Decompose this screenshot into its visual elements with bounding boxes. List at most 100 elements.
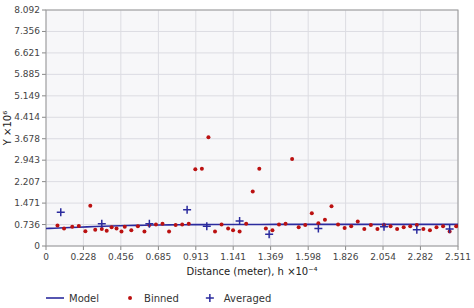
point [435,225,439,229]
point [454,224,458,228]
x-tick [458,246,459,250]
point [236,217,244,225]
x-tick [420,246,421,250]
y-tick [42,138,46,139]
x-tick [195,246,196,250]
point [265,230,273,238]
point [98,220,106,228]
point [362,227,366,231]
y-tick-label: 2.207 [14,177,40,187]
grid [46,10,458,246]
x-grid-line [120,10,121,246]
point [446,225,454,233]
x-tick-label: 1.369 [258,252,284,262]
y-tick [42,160,46,161]
point [180,222,184,226]
point [251,189,255,193]
point [70,225,74,229]
point [277,222,281,226]
y-tick [42,117,46,118]
legend-label: Averaged [224,293,271,304]
point [314,225,322,233]
y-tick-label: 1.471 [14,198,40,208]
legend: ModelBinnedAveraged [46,293,271,304]
y-tick [42,224,46,225]
point [303,223,307,227]
x-tick-label: 1.598 [295,252,321,262]
point [329,204,333,208]
y-tick-label: 7.356 [14,26,40,36]
y-tick-label: 8.092 [14,5,40,15]
point [206,135,210,139]
plot-frame [46,10,458,246]
point [231,228,235,232]
point [428,228,432,232]
y-grid-line [46,203,458,204]
point [136,224,140,228]
y-tick [42,52,46,53]
x-grid-line [83,10,84,246]
x-tick [233,246,234,250]
point [323,218,327,222]
x-grid-line [158,10,159,246]
chart: 00.2280.4560.6850.9131.1411.3691.5981.82… [0,0,474,308]
x-axis-label: Distance (meter), h ×10⁻⁴ [186,266,317,277]
point [55,224,59,228]
x-tick-label: 2.282 [408,252,434,262]
x-grid-line [308,10,309,246]
point [160,222,164,226]
y-tick-label: 2.943 [14,155,40,165]
x-grid-line [420,10,421,246]
x-tick-label: 1.826 [333,252,359,262]
y-tick-label: 0 [34,241,40,251]
x-tick-label: 1.141 [220,252,246,262]
point [62,227,66,231]
y-tick-label: 5.885 [14,69,40,79]
point [270,228,274,232]
point [264,227,268,231]
x-tick-label: 2.054 [370,252,396,262]
point [105,229,109,233]
point [257,167,261,171]
point [129,228,133,232]
point [369,223,373,227]
point [284,222,288,226]
legend-swatch [128,296,132,300]
x-grid-line [345,10,346,246]
point [83,229,87,233]
point [174,223,178,227]
y-grid-line [46,74,458,75]
x-tick-label: 0.913 [183,252,209,262]
x-tick-label: 0.685 [146,252,172,262]
series-points [57,206,454,238]
legend-label: Binned [144,293,179,304]
point [110,225,114,229]
point [154,222,158,226]
point [389,224,393,228]
y-tick [42,95,46,96]
point [343,226,347,230]
y-tick-label: 3.678 [14,134,40,144]
x-tick-label: 0 [43,252,49,262]
point [57,208,65,216]
y-axis-label: Y ×10⁶ [2,111,13,146]
point [193,167,197,171]
x-tick [83,246,84,250]
x-tick [345,246,346,250]
x-tick [46,246,47,250]
x-grid-line [270,10,271,246]
x-tick [270,246,271,250]
y-tick [42,181,46,182]
marks [46,135,458,238]
y-tick [42,10,46,11]
y-tick-label: 5.149 [14,91,40,101]
point [93,228,97,232]
point [441,224,445,228]
point [226,227,230,231]
point [421,227,425,231]
x-tick-label: 2.511 [445,252,471,262]
x-tick [158,246,159,250]
point [413,226,421,234]
point [142,229,146,233]
point [244,222,248,226]
